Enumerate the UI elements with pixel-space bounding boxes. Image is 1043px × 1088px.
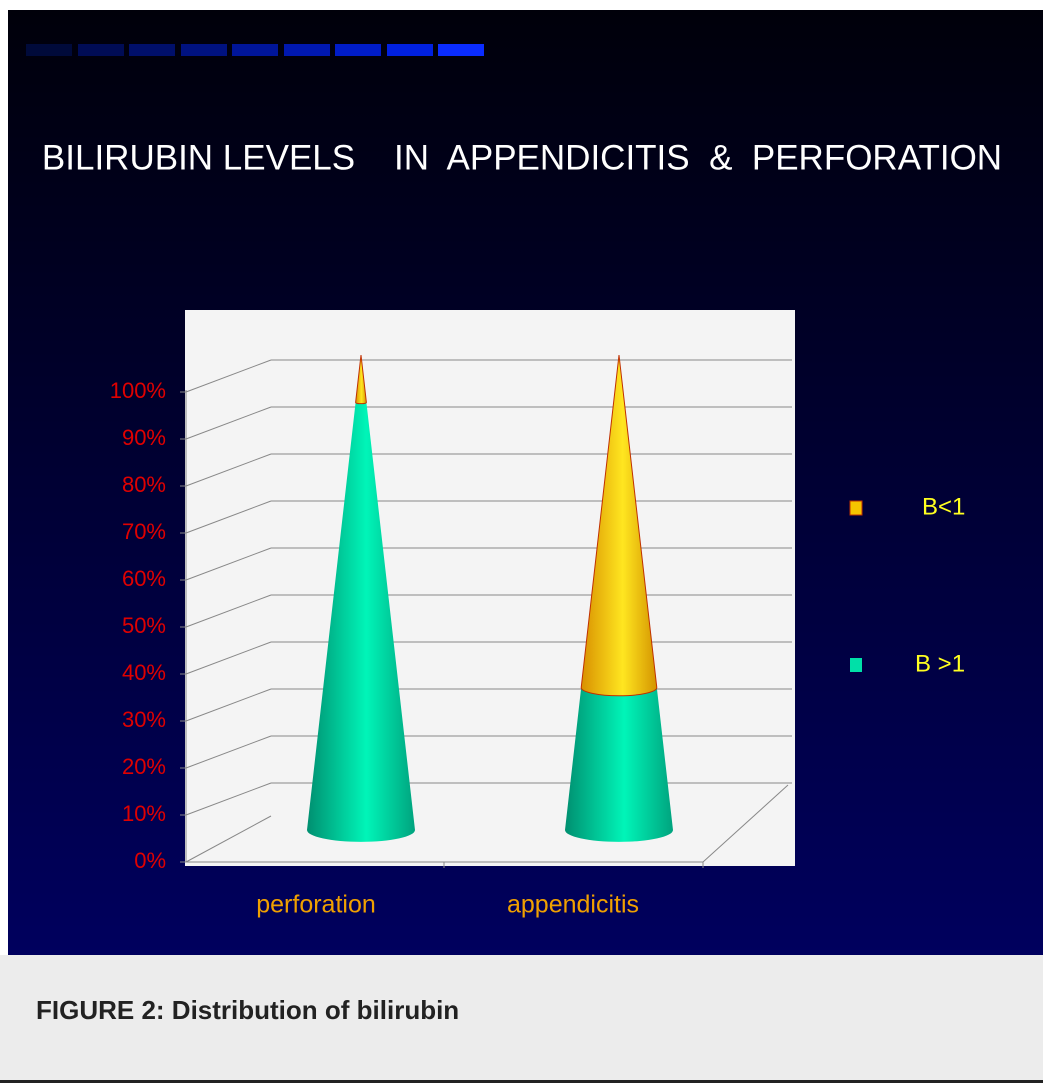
grid-line bbox=[185, 406, 272, 440]
cone-segment bbox=[565, 687, 673, 842]
caption: FIGURE 2: Distribution of bilirubin bbox=[36, 995, 459, 1025]
grid-line bbox=[185, 688, 272, 722]
y-tick-label: 50% bbox=[122, 613, 166, 638]
caption-box bbox=[0, 955, 1043, 1080]
y-tick-label: 100% bbox=[110, 378, 166, 403]
grid-line bbox=[185, 453, 272, 487]
y-tick-label: 80% bbox=[122, 472, 166, 497]
y-tick-label: 40% bbox=[122, 660, 166, 685]
y-tick-label: 60% bbox=[122, 566, 166, 591]
y-tick-label: 90% bbox=[122, 425, 166, 450]
grid-line bbox=[185, 641, 272, 675]
bottom-rule bbox=[0, 1080, 1043, 1083]
legend-swatch bbox=[850, 658, 862, 672]
legend-label: B >1 bbox=[915, 650, 965, 677]
cone-segment bbox=[307, 402, 415, 842]
y-tick-label: 30% bbox=[122, 707, 166, 732]
y-tick-label: 10% bbox=[122, 801, 166, 826]
y-tick-label: 20% bbox=[122, 754, 166, 779]
grid-line bbox=[185, 500, 272, 534]
grid-line bbox=[185, 547, 272, 581]
x-tick-label: appendicitis bbox=[507, 891, 639, 919]
y-tick-label: 70% bbox=[122, 519, 166, 544]
x-tick-label: perforation bbox=[256, 891, 376, 919]
legend-swatch bbox=[849, 500, 863, 516]
grid-line bbox=[185, 359, 272, 393]
chart-title: BILIRUBIN LEVELS IN APPENDICITIS & PERFO… bbox=[42, 138, 1002, 177]
plot-area bbox=[185, 310, 795, 866]
cone-segment bbox=[580, 354, 658, 697]
floor-back bbox=[185, 815, 272, 863]
legend-label: B<1 bbox=[922, 493, 965, 520]
y-tick-label: 0% bbox=[134, 848, 166, 873]
floor-edge bbox=[702, 784, 789, 863]
grid-line bbox=[185, 782, 272, 816]
cone-segment bbox=[355, 354, 367, 405]
grid-line bbox=[185, 594, 272, 628]
decor-dashes bbox=[26, 44, 484, 56]
grid-line bbox=[185, 735, 272, 769]
chart: 0% 10% 20% 30% 40% 50% 60% 70% 80% 90% 100% perfora… bbox=[110, 354, 965, 919]
